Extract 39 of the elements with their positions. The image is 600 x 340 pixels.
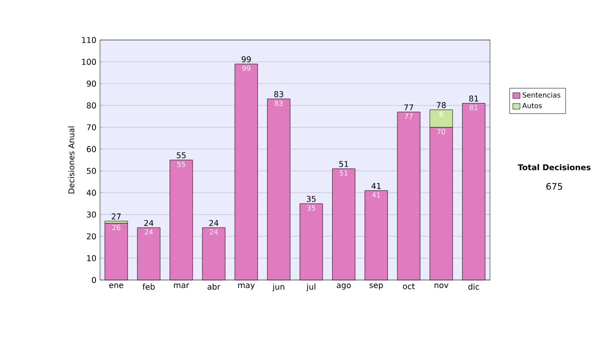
total-label: 24	[209, 220, 218, 226]
total-label: 51	[339, 161, 348, 168]
x-tick-label: may	[238, 284, 255, 290]
y-tick-label: 90	[86, 80, 96, 87]
y-tick-label: 10	[87, 255, 96, 262]
total-label: 78	[436, 102, 446, 108]
total-label: 27	[112, 213, 121, 220]
total-label: 24	[144, 220, 154, 226]
x-tick-label: feb	[142, 284, 155, 290]
x-tick-label: jul	[306, 284, 316, 292]
total-label: 83	[274, 91, 284, 98]
x-tick-label: ene	[109, 284, 124, 288]
y-tick-label: 40	[86, 190, 96, 196]
total-label: 81	[469, 96, 478, 102]
text: 675	[546, 182, 562, 190]
x-tick-label: nov	[434, 284, 448, 288]
x-tick-label: oct	[402, 284, 415, 290]
y-tick-label: 20	[86, 233, 96, 240]
text: Total Decisiones	[518, 164, 590, 170]
x-tick-label: dic	[468, 284, 480, 290]
x-tick-label: mar	[174, 284, 190, 288]
y-tick-label: 100	[82, 58, 96, 65]
x-tick-label: jun	[272, 284, 284, 292]
y-tick-label: 60	[86, 146, 96, 152]
x-tick-label: sep	[370, 284, 383, 290]
y-axis-title: Decisiones Anual	[68, 126, 74, 194]
y-tick-label: 0	[92, 276, 96, 284]
y-tick-label: 70	[86, 124, 96, 130]
y-tick-label: 110	[82, 36, 96, 44]
y-tick-label: 80	[86, 102, 96, 108]
total-label: 35	[306, 196, 316, 202]
total-label: 77	[404, 104, 414, 110]
y-tick-label: 50	[86, 168, 96, 174]
total-label: 55	[176, 152, 186, 158]
x-tick-label: abr	[208, 284, 220, 290]
y-tick-label: 30	[86, 212, 96, 218]
x-tick-label: ago	[336, 284, 351, 290]
total-label: 41	[372, 183, 381, 189]
total-label: 99	[242, 56, 251, 62]
